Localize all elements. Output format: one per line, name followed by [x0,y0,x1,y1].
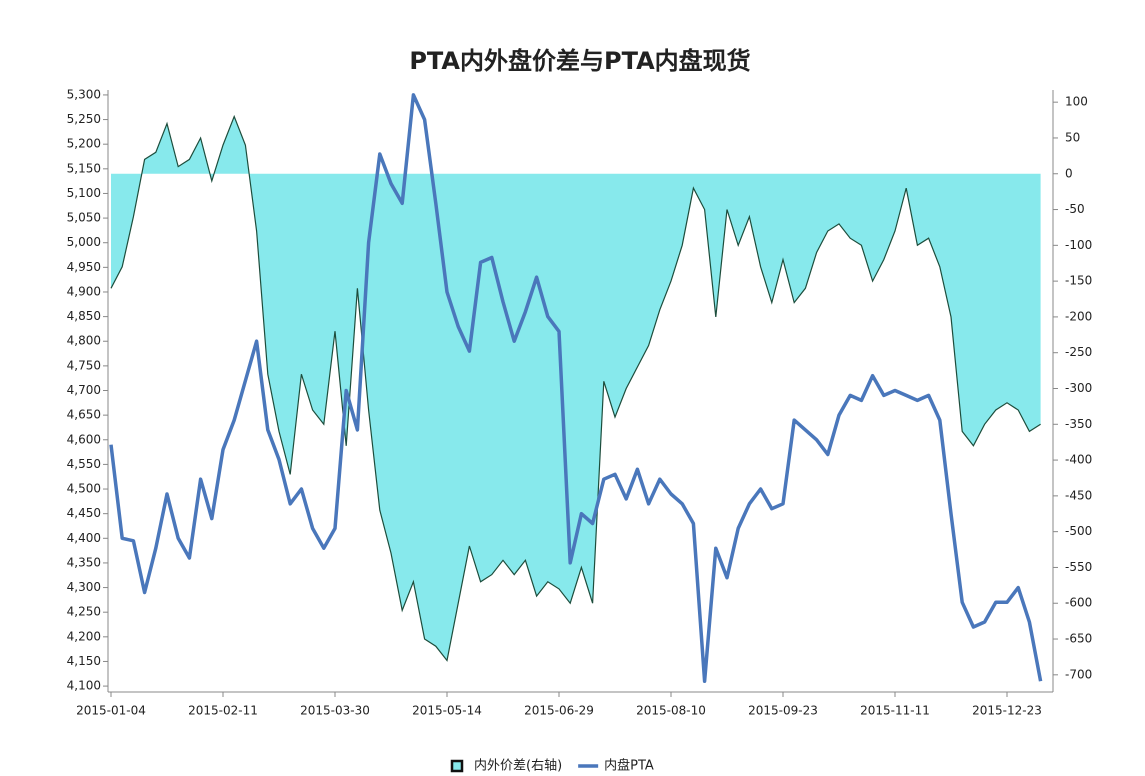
y2-tick-label: 0 [1065,166,1073,180]
x-tick-label: 2015-03-30 [300,704,370,718]
y2-tick-label: -700 [1065,667,1092,681]
y-tick-label: 4,850 [67,309,101,323]
x-tick-label: 2015-08-10 [636,704,706,718]
y-tick-label: 4,900 [67,284,101,298]
y-tick-label: 4,400 [67,531,101,545]
y2-tick-label: -300 [1065,381,1092,395]
y-tick-label: 4,250 [67,605,101,619]
y-tick-label: 4,600 [67,432,101,446]
y2-tick-label: -350 [1065,417,1092,431]
x-tick-label: 2015-02-11 [188,704,258,718]
y-tick-label: 4,300 [67,580,101,594]
y-tick-label: 5,200 [67,137,101,151]
y-tick-label: 4,200 [67,629,101,643]
y-tick-label: 5,050 [67,211,101,225]
legend-item: 内外价差(右轴) [450,758,562,774]
y-tick-label: 5,100 [67,186,101,200]
x-tick-label: 2015-09-23 [748,704,818,718]
line [109,93,1043,683]
y-tick-label: 5,250 [67,112,101,126]
y2-tick-label: -400 [1065,453,1092,467]
y2-tick-label: -650 [1065,632,1092,646]
y2-tick-label: -250 [1065,345,1092,359]
y2-tick-label: 50 [1065,130,1080,144]
y-tick-label: 4,750 [67,358,101,372]
y-tick-label: 4,700 [67,383,101,397]
chart-title: PTA内外盘价差与PTA内盘现货 [409,47,750,75]
area-fill [111,116,1041,661]
y2-tick-label: -50 [1065,202,1085,216]
x-tick-label: 2015-11-11 [860,704,930,718]
y-tick-label: 4,500 [67,482,101,496]
x-tick-label: 2015-05-14 [412,704,482,718]
y-tick-label: 5,000 [67,235,101,249]
legend-swatch [450,759,464,773]
y-tick-label: 4,550 [67,457,101,471]
y2-tick-label: -500 [1065,524,1092,538]
y2-tick-label: -550 [1065,560,1092,574]
x-tick-label: 2015-06-29 [524,704,594,718]
y-tick-label: 4,150 [67,654,101,668]
x-tick-label: 2015-12-23 [972,704,1042,718]
legend-label: 内盘PTA [604,758,654,774]
y2-tick-label: -600 [1065,596,1092,610]
y-tick-label: 4,450 [67,506,101,520]
y2-tick-label: -450 [1065,488,1092,502]
y2-tick-label: -150 [1065,274,1092,288]
y-tick-label: 5,300 [67,87,101,101]
y2-tick-label: -200 [1065,309,1092,323]
area-line [110,114,1041,662]
legend-label: 内外价差(右轴) [474,758,562,774]
y-tick-label: 4,100 [67,679,101,693]
y2-tick-label: -100 [1065,238,1092,252]
y-tick-label: 4,800 [67,334,101,348]
y-tick-label: 4,350 [67,555,101,569]
y-tick-label: 5,150 [67,161,101,175]
y-tick-label: 4,950 [67,260,101,274]
legend-item: 内盘PTA [578,758,654,774]
y2-tick-label: 100 [1065,95,1088,109]
y-tick-label: 4,650 [67,408,101,422]
x-tick-label: 2015-01-04 [76,704,146,718]
